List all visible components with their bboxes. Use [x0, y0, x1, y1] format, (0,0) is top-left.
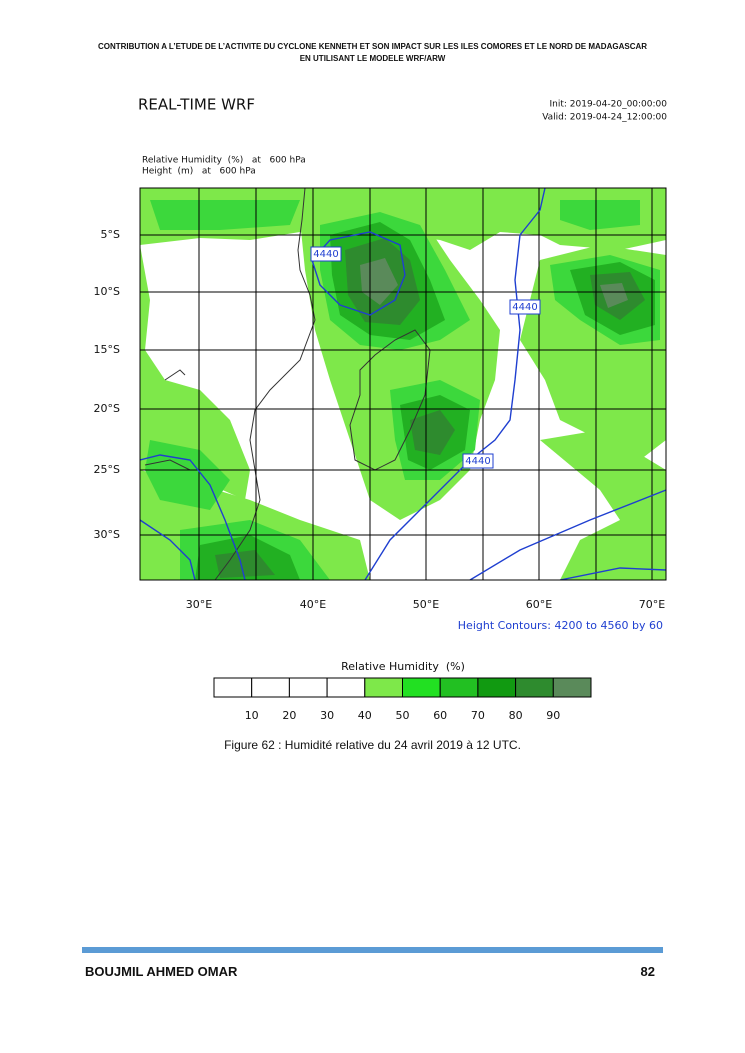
colorbar-label: 70	[471, 709, 485, 722]
colorbar-box	[213, 677, 253, 698]
lon-label: 30°E	[186, 598, 212, 611]
lon-label: 60°E	[526, 598, 552, 611]
lat-label: 10°S	[94, 285, 120, 298]
colorbar-label: 10	[245, 709, 259, 722]
field-label: Height (m) at 600 hPa	[142, 167, 256, 177]
coastline	[144, 188, 431, 580]
height-contour	[140, 188, 666, 580]
lat-label: 30°S	[94, 528, 120, 541]
contour-label-box	[462, 453, 494, 469]
map: 4440 4440 4440	[140, 188, 666, 580]
lat-label: 25°S	[94, 463, 120, 476]
colorbar-label: 60	[433, 709, 447, 722]
valid-time: Valid: 2019-04-24_12:00:00	[542, 113, 667, 123]
colorbar-title: Relative Humidity (%)	[341, 660, 465, 673]
figure-title: REAL-TIME WRF	[138, 96, 255, 114]
colorbar-box	[364, 677, 403, 698]
footer-rule	[82, 947, 663, 953]
colorbar-label: 50	[396, 709, 410, 722]
colorbar: 10 20 30 40 50 60 70 80 90	[213, 677, 592, 722]
colorbar-label: 30	[320, 709, 334, 722]
colorbar-label: 40	[358, 709, 372, 722]
grid	[140, 188, 666, 580]
map-frame	[139, 187, 667, 581]
contour-labels: 4440 4440 4440	[310, 246, 541, 469]
contour-label: 4440	[313, 249, 338, 260]
axes: 5°S 10°S 15°S 20°S 25°S 30°S 30°E 40°E 50°E 60°E 7…	[94, 228, 666, 611]
figure: REAL-TIME WRF Init: 2019-04-20_00:00:00 …	[94, 96, 668, 723]
caption: Figure 62 : Humidité relative du 24 avri…	[224, 738, 521, 752]
colorbar-box	[288, 677, 328, 698]
lat-label: 20°S	[94, 402, 120, 415]
colorbar-label: 20	[282, 709, 296, 722]
contour-label-box	[310, 246, 342, 262]
colorbar-box	[439, 677, 479, 698]
contour-note: Height Contours: 4200 to 4560 by 60	[458, 619, 663, 632]
colorbar-box	[402, 677, 441, 698]
lat-label: 15°S	[94, 343, 120, 356]
colorbar-label: 90	[546, 709, 560, 722]
lat-label: 5°S	[101, 228, 120, 241]
contour-label: 4440	[512, 302, 537, 313]
page-number: 82	[640, 964, 655, 979]
field-label: Relative Humidity (%) at 600 hPa	[142, 156, 306, 166]
colorbar-box	[552, 677, 592, 698]
colorbar-box	[515, 677, 554, 698]
lon-label: 40°E	[300, 598, 326, 611]
contour-label-box	[509, 299, 541, 315]
footer-author: BOUJMIL AHMED OMAR	[85, 964, 238, 979]
colorbar-label: 80	[509, 709, 523, 722]
init-time: Init: 2019-04-20_00:00:00	[549, 100, 667, 110]
header-line: EN UTILISANT LE MODELE WRF/ARW	[299, 54, 446, 63]
colorbar-box	[251, 677, 290, 698]
header-line: CONTRIBUTION A L’ETUDE DE L’ACTIVITE DU …	[97, 42, 648, 51]
lon-label: 50°E	[413, 598, 439, 611]
contour-label: 4440	[465, 456, 490, 467]
lon-label: 70°E	[639, 598, 665, 611]
colorbar-box	[477, 677, 517, 698]
colorbar-box	[326, 677, 366, 698]
